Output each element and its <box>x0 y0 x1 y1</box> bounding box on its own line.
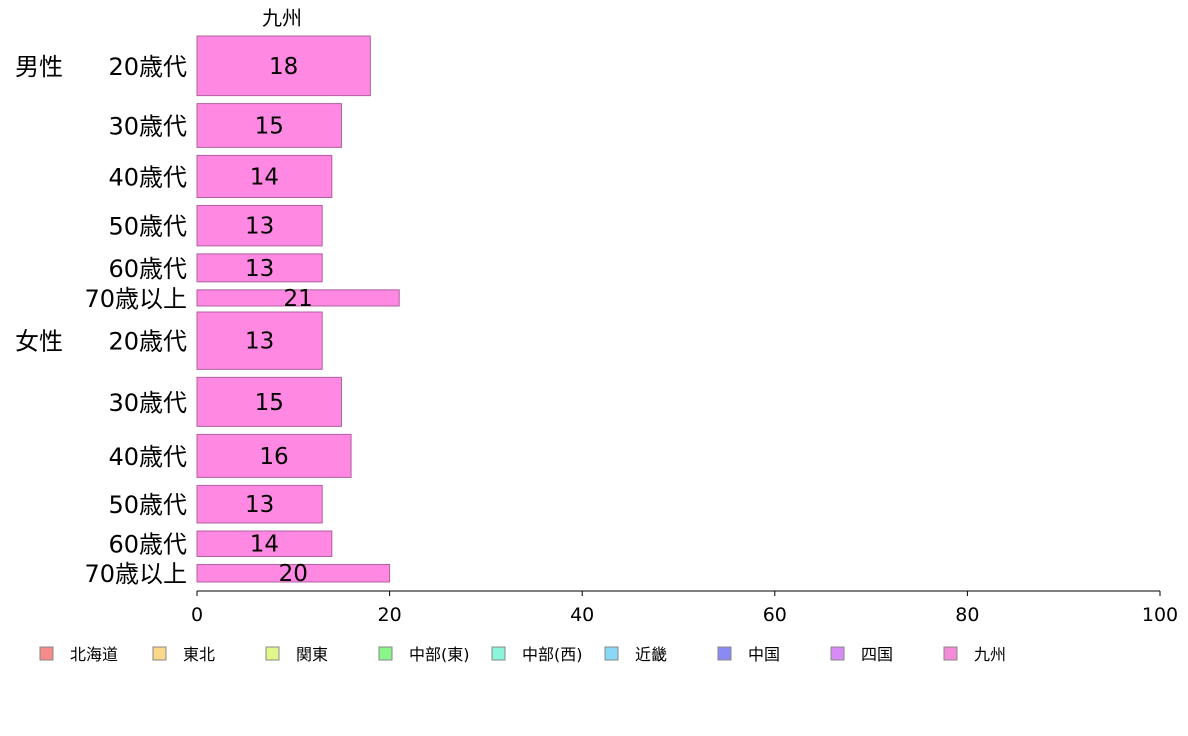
data-label: 15 <box>255 113 284 139</box>
bar-female-4 <box>196 530 333 557</box>
category-label: 60歳代 <box>108 255 187 283</box>
category-label: 50歳代 <box>108 491 187 519</box>
bar-male-3 <box>196 204 323 247</box>
legend-swatch <box>717 646 732 661</box>
legend-label: 近畿 <box>635 645 667 664</box>
x-tick-label: 80 <box>955 604 979 626</box>
category-label: 70歳以上 <box>84 560 187 588</box>
bar-female-0 <box>196 311 323 370</box>
legend: 北海道 東北 関東 中部(東) 中部(西) 近畿 中国 四国 九州 <box>39 645 1006 664</box>
x-axis: 0 20 40 60 80 100 <box>191 590 1178 626</box>
legend-label: 中部(東) <box>409 645 470 664</box>
group-label: 女性 <box>15 328 63 356</box>
data-label: 20 <box>279 561 308 587</box>
category-label: 40歳代 <box>108 443 187 471</box>
bar-female-2 <box>196 433 352 478</box>
data-label: 13 <box>245 492 274 518</box>
legend-swatch <box>152 646 167 661</box>
data-label: 14 <box>250 164 279 190</box>
legend-swatch <box>39 646 54 661</box>
x-tick-label: 40 <box>570 604 594 626</box>
bar-male-4 <box>196 253 323 283</box>
category-label: 50歳代 <box>108 213 187 241</box>
legend-swatch <box>830 646 845 661</box>
bar-male-1 <box>196 103 342 148</box>
legend-label: 中国 <box>748 645 780 664</box>
category-label: 30歳代 <box>108 112 187 140</box>
category-label: 40歳代 <box>108 163 187 191</box>
x-tick-label: 100 <box>1142 604 1178 626</box>
x-tick-label: 0 <box>191 604 203 626</box>
bar-female-3 <box>196 484 323 524</box>
data-label: 16 <box>259 444 288 470</box>
legend-label: 四国 <box>861 645 893 664</box>
bar-male-5 <box>196 289 400 307</box>
bar-male-2 <box>196 154 333 198</box>
data-label: 13 <box>245 329 274 355</box>
data-label: 13 <box>245 256 274 282</box>
legend-label: 北海道 <box>70 645 118 664</box>
legend-swatch <box>265 646 280 661</box>
data-label: 15 <box>255 390 284 416</box>
x-tick-label: 60 <box>763 604 787 626</box>
legend-label: 東北 <box>183 645 215 664</box>
bars-group <box>196 35 400 583</box>
data-label: 13 <box>245 214 274 240</box>
legend-swatch <box>491 646 506 661</box>
data-label: 14 <box>250 532 279 558</box>
data-label: 18 <box>269 54 298 80</box>
legend-label: 九州 <box>974 645 1006 664</box>
bar-female-1 <box>196 376 342 427</box>
labels-group: 18 20歳代 男性 15 30歳代 14 40歳代 13 50歳代 13 60歳代 21 70歳以上 1… <box>15 53 313 588</box>
panel-title: 九州 <box>262 6 302 30</box>
bar-male-0 <box>196 35 371 97</box>
category-label: 20歳代 <box>108 53 187 81</box>
legend-swatch <box>943 646 958 661</box>
category-label: 60歳代 <box>108 531 187 559</box>
category-label: 30歳代 <box>108 389 187 417</box>
category-label: 70歳以上 <box>84 285 187 313</box>
legend-label: 関東 <box>296 645 328 664</box>
category-label: 20歳代 <box>108 328 187 356</box>
x-tick-label: 20 <box>378 604 402 626</box>
group-label: 男性 <box>15 53 63 81</box>
legend-label: 中部(西) <box>522 645 583 664</box>
legend-swatch <box>378 646 393 661</box>
bar-female-5 <box>196 563 391 583</box>
data-label: 21 <box>283 286 312 312</box>
legend-swatch <box>604 646 619 661</box>
